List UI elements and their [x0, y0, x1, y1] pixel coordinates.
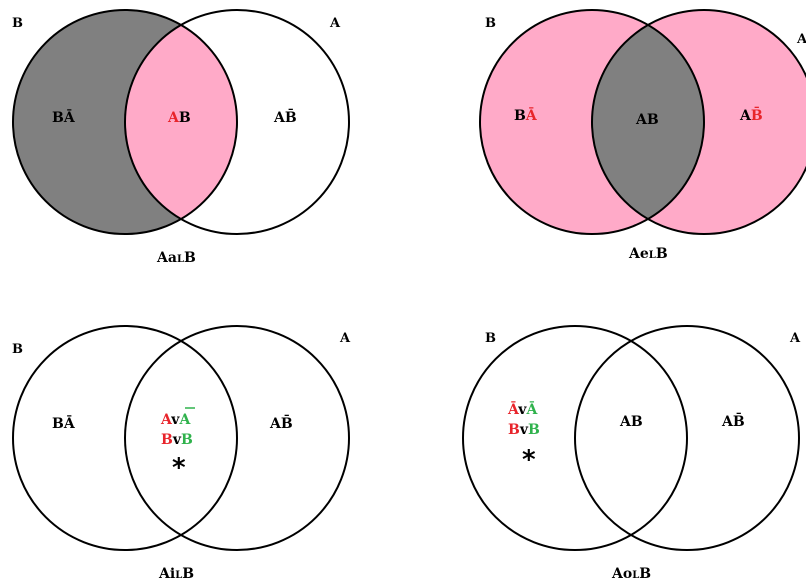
diagram-aolb: B A ĀvĀ BvB * AB AB̄ AoLB	[462, 325, 801, 582]
region-middle-line2: BvB	[161, 432, 193, 448]
label-a: A	[789, 331, 801, 346]
circle-a	[591, 9, 806, 235]
circle-b	[12, 325, 238, 551]
circle-a	[124, 9, 350, 235]
region-middle-label: AB	[635, 112, 659, 128]
label-a: A	[796, 32, 806, 47]
circle-a	[574, 325, 800, 551]
diagram-aalb: B A BĀ AB AB̄ AaLB	[12, 9, 350, 266]
label-b: B	[12, 16, 23, 31]
label-a: A	[329, 16, 341, 31]
region-right-label: AB̄	[273, 107, 297, 126]
label-a: A	[339, 331, 351, 346]
diagram-caption: AoLB	[611, 566, 651, 582]
region-right-label: AB̄	[739, 105, 763, 124]
diagram-caption: AaLB	[156, 250, 196, 266]
region-right-label: AB̄	[269, 413, 293, 432]
region-left-label: BĀ	[52, 107, 76, 126]
region-middle-label: AB	[619, 414, 643, 430]
region-left-label: BĀ	[52, 413, 76, 432]
circle-b	[479, 9, 705, 235]
label-b: B	[485, 16, 496, 31]
label-b: B	[12, 342, 23, 357]
diagram-aelb: B A BĀ AB AB̄ AeLB	[479, 9, 806, 262]
region-right-label: AB̄	[721, 411, 745, 430]
region-left-label: BĀ	[514, 105, 538, 124]
region-left-line2: BvB	[508, 422, 540, 438]
diagram-caption: AeLB	[628, 246, 668, 262]
circle-b	[462, 325, 688, 551]
existence-star: *	[522, 445, 536, 475]
circle-b	[12, 9, 238, 235]
diagram-ailb: B A BĀ AvA BvB * AB̄ AiLB	[12, 325, 351, 582]
region-middle-line1: AvA	[160, 412, 191, 428]
region-left-line1: ĀvĀ	[507, 399, 538, 418]
shaded-region-intersection	[592, 10, 704, 234]
circle-a	[124, 325, 350, 551]
shaded-region-intersection	[125, 10, 237, 234]
label-b: B	[485, 331, 496, 346]
existence-star: *	[172, 453, 186, 483]
region-middle-label: AB	[167, 110, 191, 126]
diagram-caption: AiLB	[158, 566, 194, 582]
